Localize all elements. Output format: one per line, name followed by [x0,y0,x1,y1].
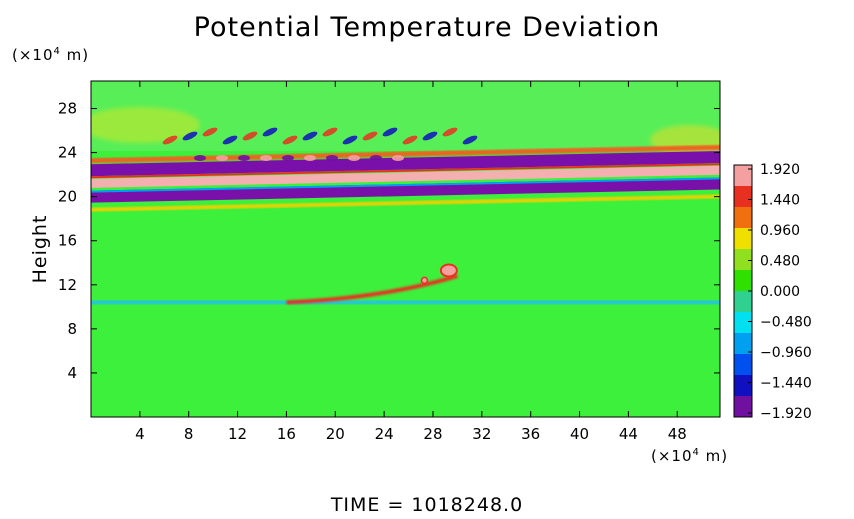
y-tick-label: 20 [58,188,77,206]
x-tick-label: 32 [472,425,491,443]
x-tick-label: 40 [570,425,589,443]
time-readout: TIME = 1018248.0 [330,494,524,516]
band-system [91,144,720,213]
band-halo [91,194,720,213]
wave-cell [194,155,206,161]
colorbar-swatch [734,333,752,355]
x-tick-label: 8 [184,425,194,443]
plume-cell [420,276,429,285]
wave-cell [242,131,258,141]
band-1 [91,165,720,189]
band-2 [91,177,720,204]
x-tick-label: 12 [228,425,247,443]
plume-head [439,263,458,278]
wave-cell [326,155,338,161]
x-tick-label: 20 [326,425,345,443]
colorbar-swatch [734,312,752,334]
wave-cell [402,135,418,145]
colorbar-label: −0.480 [760,315,812,331]
wave-cell [262,127,278,137]
x-tick-label: 16 [277,425,296,443]
wave-cell [202,127,218,137]
band-edge [91,162,720,179]
wave-cell [260,155,272,161]
x-tick-label: 24 [375,425,394,443]
colorbar-label: −1.920 [760,406,812,422]
colorbar-swatch [734,291,752,313]
wave-cell [392,155,404,161]
colorbar-label: −0.960 [760,345,812,361]
colorbar-swatch [734,270,752,292]
y-tick-label: 4 [67,364,77,382]
wave-cell [322,127,338,137]
wave-cell [182,131,198,141]
wave-cell [238,155,250,161]
colorbar-label: −1.440 [760,376,812,392]
y-tick-label: 24 [58,144,77,162]
colorbar-swatch [734,375,752,397]
x-tick-label: 48 [668,425,687,443]
colorbar-label: 0.480 [760,254,800,270]
x-tick-label: 36 [521,425,540,443]
x-axis-units: (×104 m) [651,447,729,465]
wave-cell [348,155,360,161]
wave-cell [282,155,294,161]
lower-layer [91,300,720,305]
plot-frame [90,80,721,418]
wave-cell [304,155,316,161]
colorbar-label: 1.920 [760,162,800,178]
wave-cell [442,127,458,137]
heatmap-field [91,81,720,417]
wave-cell [370,155,382,161]
colorbar-label: 1.440 [760,193,800,209]
wave-cell [302,131,318,141]
band-halo [91,144,720,164]
wave-cell [382,127,398,137]
colorbar-swatch [734,186,752,208]
wave-train [162,127,478,161]
upper-haze [91,107,200,143]
colorbar-swatch [734,165,752,187]
y-axis: 4 8 12 16 20 24 28 [58,100,720,382]
y-tick-label: 28 [58,100,77,118]
x-axis: 4 8 12 16 20 24 28 32 36 40 44 48 [135,81,687,443]
x-tick-label: 44 [619,425,638,443]
colorbar-label: 0.000 [760,284,800,300]
colorbar-swatch [734,354,752,376]
y-tick-label: 12 [58,276,77,294]
chart-title: Potential Temperature Deviation [193,12,661,43]
band-0 [91,150,720,177]
colorbar-swatch [734,228,752,250]
x-tick-label: 28 [423,425,442,443]
y-tick-label: 16 [58,232,77,250]
y-tick-label: 8 [67,320,77,338]
colorbar-swatch [734,207,752,229]
lower-layer-red [286,274,458,305]
wave-cell [462,135,478,145]
wave-cell [342,135,358,145]
colorbar-label: 0.960 [760,223,800,239]
wave-cell [362,131,378,141]
wave-cell [222,135,238,145]
band-edge [91,176,720,194]
colorbar: 1.920 1.440 0.960 0.480 0.000 −0.480 −0.960 −1.… [733,162,812,422]
wave-cell [216,155,228,161]
colorbar-swatch [734,396,752,418]
wave-cell [282,135,298,145]
colorbar-swatch [734,249,752,271]
wave-cell [422,131,438,141]
x-tick-label: 4 [135,425,145,443]
y-axis-units: (×104 m) [12,46,90,64]
wave-cell [162,135,178,145]
